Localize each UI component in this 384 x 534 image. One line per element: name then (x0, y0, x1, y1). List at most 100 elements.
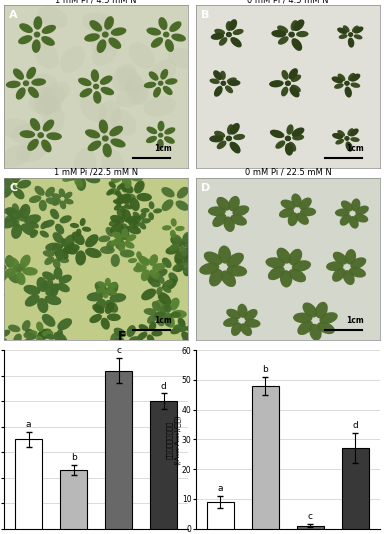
Ellipse shape (113, 199, 122, 205)
Ellipse shape (175, 200, 189, 211)
Circle shape (345, 81, 349, 85)
Ellipse shape (69, 163, 78, 174)
Ellipse shape (105, 300, 118, 313)
Ellipse shape (175, 265, 185, 272)
Text: c: c (308, 512, 313, 521)
Ellipse shape (1, 144, 31, 168)
Bar (60, 470, 87, 529)
Ellipse shape (162, 279, 177, 290)
Ellipse shape (126, 234, 136, 241)
Ellipse shape (169, 243, 180, 252)
Ellipse shape (354, 34, 362, 40)
Ellipse shape (280, 270, 292, 287)
Ellipse shape (64, 234, 75, 246)
Ellipse shape (10, 124, 43, 144)
Ellipse shape (149, 254, 158, 266)
Ellipse shape (149, 321, 156, 331)
Ellipse shape (165, 39, 174, 52)
Ellipse shape (149, 201, 154, 209)
Ellipse shape (125, 216, 137, 223)
Ellipse shape (288, 249, 302, 265)
Ellipse shape (132, 222, 139, 230)
Ellipse shape (30, 221, 39, 229)
Title: 1 mM Pi / 4.5 mM N: 1 mM Pi / 4.5 mM N (55, 0, 137, 5)
Ellipse shape (210, 78, 220, 84)
Ellipse shape (105, 278, 111, 287)
Ellipse shape (199, 263, 219, 275)
Text: 1cm: 1cm (154, 144, 172, 153)
Ellipse shape (37, 329, 48, 340)
Ellipse shape (114, 230, 124, 239)
Ellipse shape (182, 234, 192, 247)
Text: b: b (263, 365, 268, 374)
Ellipse shape (6, 81, 21, 88)
Ellipse shape (93, 91, 101, 104)
Ellipse shape (120, 227, 129, 240)
Ellipse shape (23, 285, 40, 295)
Ellipse shape (117, 209, 125, 219)
Ellipse shape (326, 261, 344, 271)
Ellipse shape (192, 329, 206, 336)
Ellipse shape (141, 288, 156, 300)
Ellipse shape (232, 206, 249, 216)
Ellipse shape (36, 335, 43, 345)
Ellipse shape (230, 123, 240, 135)
Ellipse shape (230, 37, 239, 46)
Ellipse shape (172, 310, 187, 318)
Ellipse shape (139, 222, 146, 230)
Ellipse shape (214, 87, 223, 97)
Ellipse shape (100, 246, 115, 254)
Ellipse shape (124, 193, 136, 200)
Ellipse shape (114, 345, 129, 354)
Ellipse shape (70, 223, 79, 228)
Text: b: b (71, 453, 76, 462)
Ellipse shape (45, 242, 59, 251)
Ellipse shape (227, 77, 237, 83)
Ellipse shape (51, 193, 61, 199)
Ellipse shape (162, 225, 172, 231)
Circle shape (221, 81, 225, 85)
Ellipse shape (214, 131, 225, 138)
Ellipse shape (98, 235, 110, 242)
Ellipse shape (214, 29, 225, 35)
Ellipse shape (2, 164, 12, 177)
Ellipse shape (85, 234, 99, 247)
Bar (105, 371, 132, 529)
Ellipse shape (244, 309, 258, 321)
Ellipse shape (209, 269, 223, 286)
Ellipse shape (288, 68, 298, 80)
Ellipse shape (56, 329, 63, 338)
Ellipse shape (76, 177, 86, 191)
Ellipse shape (39, 200, 47, 211)
Ellipse shape (226, 309, 241, 319)
Ellipse shape (170, 237, 183, 247)
Text: a: a (218, 484, 223, 493)
Ellipse shape (275, 140, 285, 149)
Ellipse shape (60, 201, 66, 209)
Ellipse shape (169, 21, 182, 32)
Ellipse shape (160, 304, 169, 313)
Ellipse shape (296, 31, 309, 37)
Ellipse shape (3, 181, 16, 192)
Ellipse shape (158, 292, 171, 305)
Ellipse shape (64, 199, 74, 205)
Ellipse shape (182, 232, 191, 242)
Ellipse shape (164, 303, 171, 313)
Ellipse shape (185, 242, 197, 249)
Ellipse shape (28, 87, 39, 98)
Ellipse shape (29, 195, 41, 203)
Ellipse shape (130, 198, 140, 211)
Ellipse shape (97, 40, 106, 53)
Ellipse shape (231, 322, 242, 336)
Ellipse shape (116, 67, 143, 93)
Text: 1cm: 1cm (346, 317, 364, 325)
Ellipse shape (80, 218, 86, 226)
Ellipse shape (245, 319, 260, 328)
Ellipse shape (217, 140, 227, 149)
Ellipse shape (37, 6, 68, 28)
Ellipse shape (348, 73, 355, 81)
Ellipse shape (346, 142, 351, 150)
Ellipse shape (105, 349, 114, 362)
Ellipse shape (109, 283, 118, 289)
Ellipse shape (121, 157, 131, 170)
